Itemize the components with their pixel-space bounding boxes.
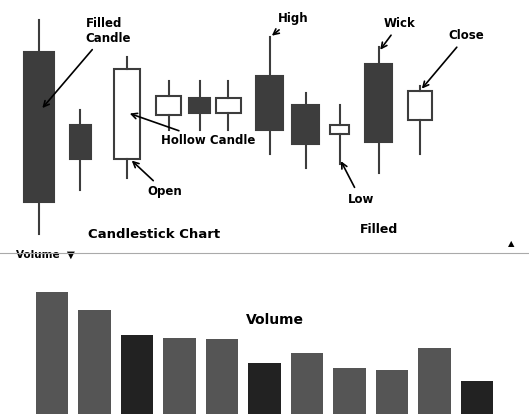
Text: Candlestick Chart: Candlestick Chart [88,228,221,241]
Bar [418,348,451,414]
Text: Volume  ▼: Volume ▼ [16,249,75,259]
Text: Wick: Wick [381,17,415,48]
Text: Filled
Candle: Filled Candle [43,17,131,107]
Text: Volume: Volume [246,313,304,327]
Text: Filled: Filled [359,223,398,236]
Bar [121,335,153,414]
Bar [36,293,68,414]
Bar [114,69,140,159]
Text: Close: Close [423,29,484,87]
Bar [376,370,408,414]
Bar [249,363,280,414]
Bar [291,353,323,414]
Bar [189,98,210,112]
Text: Hollow Candle: Hollow Candle [132,113,255,148]
Bar [70,125,92,159]
Bar [365,64,392,142]
Text: Open: Open [133,162,183,199]
Bar [163,338,196,414]
Bar [407,91,433,120]
Bar [24,52,54,202]
Bar [206,339,238,414]
Bar [216,98,241,112]
Bar [256,76,283,130]
Bar [293,105,320,144]
Text: Low: Low [342,163,374,206]
Bar [461,381,493,414]
Bar [156,96,181,115]
Bar [330,125,349,135]
Text: High: High [273,12,308,35]
Text: ▲: ▲ [507,240,514,248]
Bar [78,310,111,414]
Bar [333,368,366,414]
